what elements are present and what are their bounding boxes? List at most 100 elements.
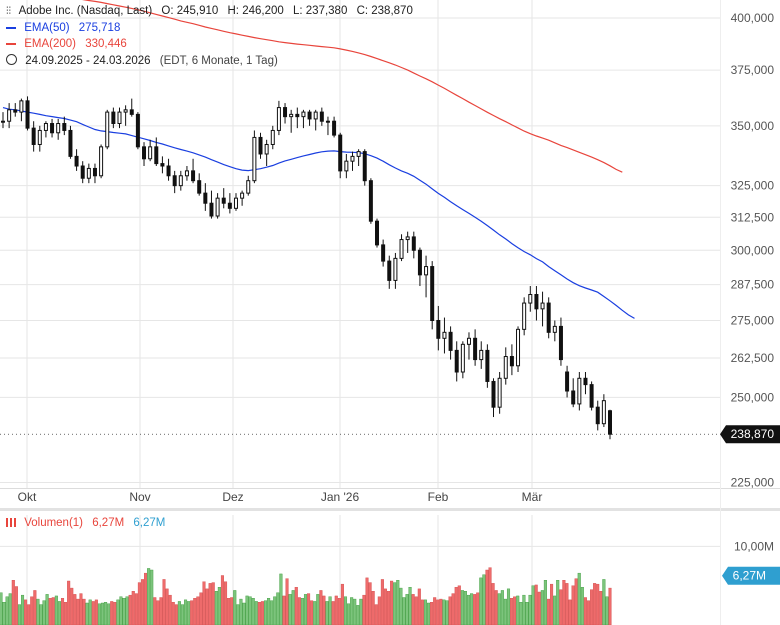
candle[interactable]: [497, 372, 502, 414]
volume-bar[interactable]: [556, 580, 560, 625]
volume-bar[interactable]: [371, 591, 375, 625]
candle[interactable]: [381, 239, 386, 267]
chart-settings-icon[interactable]: ⫶⫶: [6, 6, 11, 17]
volume-bar[interactable]: [534, 584, 538, 625]
volume-bar[interactable]: [116, 599, 120, 625]
candle[interactable]: [264, 139, 269, 167]
volume-bar[interactable]: [27, 604, 31, 625]
volume-bar[interactable]: [522, 594, 526, 625]
volume-bar[interactable]: [497, 593, 501, 625]
volume-bar[interactable]: [134, 593, 138, 625]
volume-bar[interactable]: [279, 573, 283, 625]
volume-bar[interactable]: [586, 600, 590, 625]
candle[interactable]: [129, 98, 134, 117]
volume-bar[interactable]: [45, 594, 49, 625]
volume-bar[interactable]: [500, 590, 504, 625]
volume-bar[interactable]: [454, 587, 458, 625]
volume-bar[interactable]: [54, 595, 58, 625]
volume-bar[interactable]: [2, 602, 6, 625]
candle[interactable]: [325, 116, 330, 136]
candle[interactable]: [117, 107, 122, 129]
volume-bar[interactable]: [593, 583, 597, 625]
candle[interactable]: [270, 125, 275, 150]
volume-bar[interactable]: [374, 604, 378, 625]
volume-bar[interactable]: [267, 598, 271, 625]
candle[interactable]: [424, 255, 429, 298]
candle[interactable]: [448, 326, 453, 360]
volume-bar[interactable]: [325, 601, 329, 625]
volume-bar[interactable]: [476, 592, 480, 625]
candle[interactable]: [246, 175, 251, 196]
candle[interactable]: [221, 188, 226, 209]
volume-bar[interactable]: [288, 594, 292, 625]
candle[interactable]: [37, 125, 42, 152]
candle[interactable]: [509, 344, 514, 376]
candle[interactable]: [516, 326, 521, 373]
volume-bar[interactable]: [57, 601, 61, 625]
volume-bar[interactable]: [427, 602, 431, 625]
candle[interactable]: [338, 132, 343, 179]
candle[interactable]: [240, 190, 245, 206]
volume-bar[interactable]: [113, 602, 117, 625]
volume-bar[interactable]: [359, 598, 363, 625]
candle[interactable]: [50, 118, 55, 138]
volume-bar[interactable]: [347, 603, 351, 625]
volume-bar[interactable]: [30, 596, 34, 625]
volume-bar[interactable]: [313, 601, 317, 625]
volume-bar[interactable]: [70, 587, 74, 625]
volume-bar[interactable]: [479, 577, 483, 625]
candle[interactable]: [454, 341, 459, 382]
volume-bar[interactable]: [390, 580, 394, 625]
candle[interactable]: [166, 158, 171, 181]
volume-bar[interactable]: [171, 602, 175, 625]
volume-bar[interactable]: [300, 598, 304, 625]
volume-bar[interactable]: [208, 583, 212, 625]
volume-bar[interactable]: [322, 595, 326, 625]
volume-bar[interactable]: [36, 598, 40, 625]
candle[interactable]: [436, 305, 441, 351]
volume-bar[interactable]: [165, 588, 169, 625]
volume-bar[interactable]: [340, 583, 344, 625]
volume-bar[interactable]: [525, 602, 529, 625]
candle[interactable]: [227, 193, 232, 214]
volume-bar[interactable]: [205, 588, 209, 625]
volume-bar[interactable]: [254, 601, 258, 625]
volume-bar[interactable]: [242, 602, 246, 625]
candle[interactable]: [546, 297, 551, 339]
volume-bar[interactable]: [184, 599, 188, 625]
volume-bar[interactable]: [482, 574, 486, 625]
volume-bar[interactable]: [605, 596, 609, 625]
volume-bar[interactable]: [457, 585, 461, 625]
candle[interactable]: [276, 100, 281, 136]
candle[interactable]: [92, 163, 97, 184]
volume-bar[interactable]: [540, 590, 544, 625]
candle[interactable]: [350, 151, 355, 171]
volume-bar[interactable]: [245, 595, 249, 625]
volume-bar[interactable]: [303, 594, 308, 625]
volume-bar[interactable]: [439, 598, 443, 625]
volume-bar[interactable]: [42, 600, 46, 625]
candle[interactable]: [184, 166, 189, 181]
volume-bar[interactable]: [451, 593, 455, 625]
volume-bar[interactable]: [60, 598, 65, 625]
volume-bar[interactable]: [528, 594, 532, 625]
volume-bar[interactable]: [107, 603, 111, 625]
candle[interactable]: [595, 400, 600, 431]
volume-bar[interactable]: [565, 583, 569, 625]
candle[interactable]: [99, 144, 104, 179]
volume-bar[interactable]: [180, 604, 184, 625]
legend-ema200[interactable]: EMA(200) 330,446: [6, 38, 127, 50]
candle[interactable]: [344, 153, 349, 179]
candle[interactable]: [31, 121, 36, 152]
volume-bar[interactable]: [510, 598, 514, 625]
volume-bar[interactable]: [88, 599, 92, 625]
volume-bar[interactable]: [506, 588, 511, 625]
volume-bar[interactable]: [583, 597, 587, 625]
candle[interactable]: [565, 365, 570, 398]
volume-bar[interactable]: [328, 596, 332, 625]
candle[interactable]: [503, 347, 508, 385]
volume-bar[interactable]: [442, 599, 446, 625]
volume-bar[interactable]: [276, 592, 280, 625]
candle[interactable]: [197, 173, 202, 196]
candle[interactable]: [258, 132, 263, 159]
